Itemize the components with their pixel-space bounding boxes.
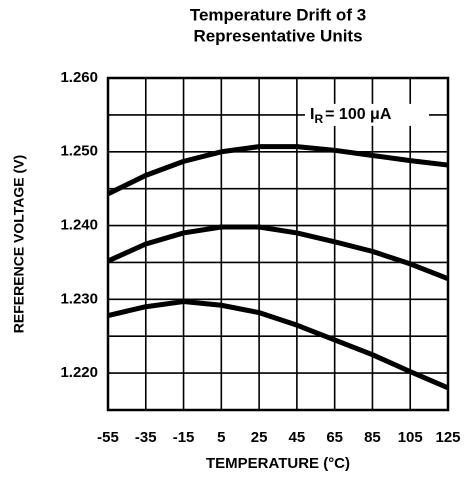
- x-tick-label: 45: [289, 429, 306, 446]
- y-axis-label: REFERENCE VOLTAGE (V): [11, 155, 27, 333]
- chart-title: Representative Units: [193, 26, 362, 45]
- data-line: [106, 144, 449, 197]
- annotation-box: [305, 103, 429, 126]
- x-tick-label: -35: [135, 429, 157, 446]
- x-tick-label: 105: [398, 429, 423, 446]
- annotation-main: I: [310, 106, 314, 123]
- data-line: [107, 299, 449, 391]
- y-tick-label: 1.240: [60, 217, 98, 234]
- x-tick-label: 5: [217, 429, 225, 446]
- annotation-rest: = 100 μA: [325, 106, 392, 123]
- annotation: IR = 100 μA: [310, 106, 392, 126]
- y-tick-label: 1.250: [60, 143, 98, 160]
- annotation-sub: R: [314, 112, 323, 126]
- chart-title: Temperature Drift of 3: [190, 5, 366, 24]
- x-tick-label: 65: [326, 429, 343, 446]
- y-tick-label: 1.260: [60, 69, 98, 86]
- x-tick-label: 85: [364, 429, 381, 446]
- x-tick-label: -55: [97, 429, 119, 446]
- x-axis-label: TEMPERATURE (°C): [206, 455, 350, 472]
- plot-frame: [106, 76, 450, 412]
- x-tick-label: -15: [173, 429, 195, 446]
- data-line: [106, 224, 449, 282]
- y-tick-label: 1.230: [60, 290, 98, 307]
- x-tick-label: 25: [251, 429, 268, 446]
- x-tick-label: 125: [435, 429, 460, 446]
- y-tick-label: 1.220: [60, 364, 98, 381]
